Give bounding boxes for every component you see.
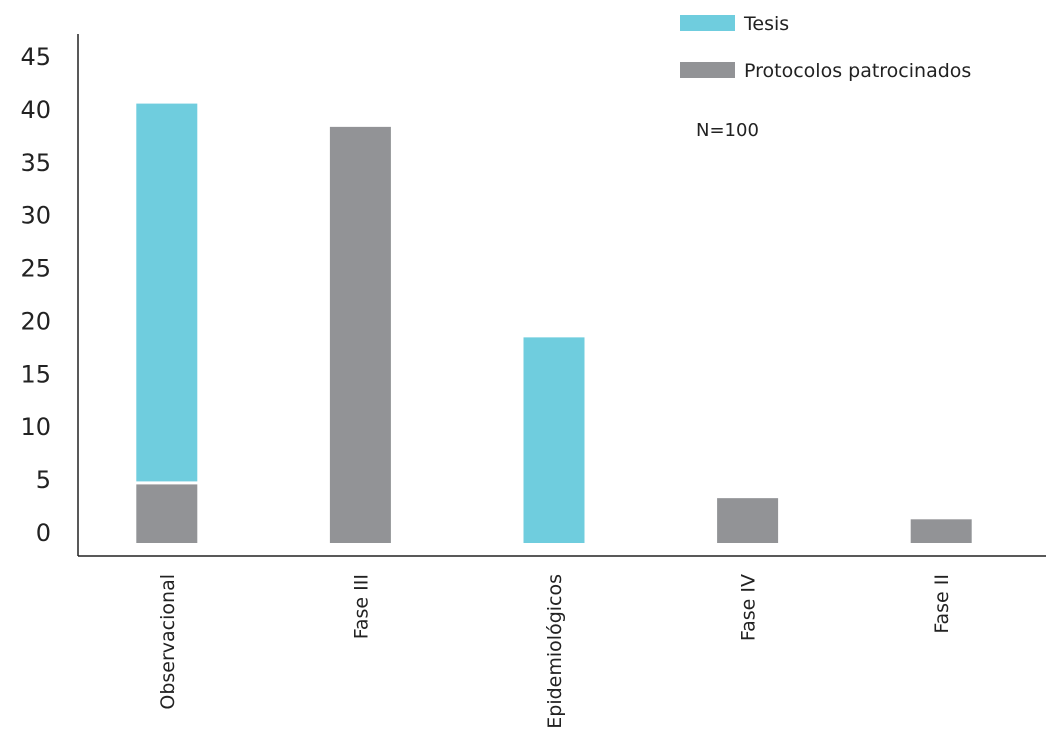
- x-category-label: Fase IV: [738, 574, 760, 641]
- bar-protocolos: [717, 498, 779, 543]
- y-tick-label: 10: [20, 413, 51, 441]
- bar-tesis: [136, 103, 198, 482]
- x-category-label: Epidemiológicos: [544, 574, 566, 729]
- y-tick-label: 30: [20, 202, 51, 230]
- bars: [136, 103, 972, 544]
- legend-swatch-protocolos: [680, 62, 735, 78]
- y-tick-label: 45: [20, 43, 51, 71]
- y-tick-label: 15: [20, 360, 51, 388]
- x-axis-labels: Observacional Fase III Epidemiológicos Fase…: [157, 574, 953, 729]
- y-tick-label: 40: [20, 96, 51, 124]
- bar-tesis: [523, 337, 585, 543]
- legend-label-tesis: Tesis: [743, 13, 789, 35]
- y-tick-label: 25: [20, 255, 51, 283]
- y-tick-label: 0: [36, 519, 51, 547]
- bar-protocolos: [329, 126, 391, 544]
- legend: Tesis Protocolos patrocinados: [680, 13, 971, 82]
- legend-label-protocolos: Protocolos patrocinados: [744, 60, 971, 82]
- x-category-label: Fase III: [350, 574, 372, 639]
- sample-size-note: N=100: [696, 120, 759, 141]
- y-tick-label: 5: [36, 466, 51, 494]
- x-category-label: Observacional: [157, 574, 179, 710]
- y-tick-label: 35: [20, 149, 51, 177]
- x-category-label: Fase II: [931, 574, 953, 634]
- bar-protocolos: [136, 484, 198, 543]
- y-axis-ticks: 0 5 10 15 20 25 30 35 40 45: [20, 43, 51, 547]
- y-tick-label: 20: [20, 307, 51, 335]
- bar-protocolos: [910, 519, 972, 543]
- legend-swatch-tesis: [680, 15, 735, 31]
